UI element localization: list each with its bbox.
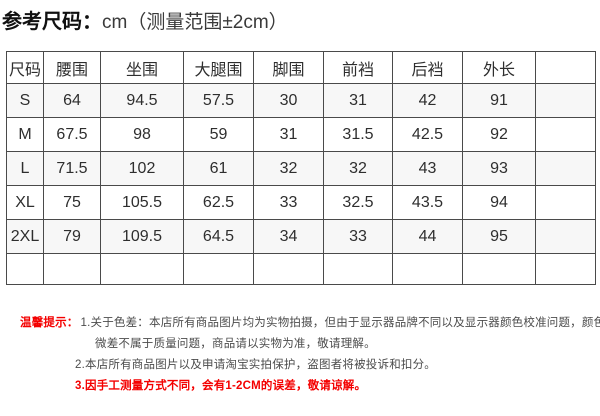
size-cell: 2XL xyxy=(6,219,44,254)
size-cell: XL xyxy=(6,185,44,220)
empty-cell xyxy=(43,253,101,285)
header-leg-opening: 脚围 xyxy=(253,51,324,84)
value-cell: 32.5 xyxy=(323,185,393,220)
table-row-s: S 64 94.5 57.5 30 31 42 91 xyxy=(6,83,596,118)
value-cell: 42 xyxy=(392,83,463,118)
note-line-4: 3.因手工测量方式不同，会有1-2CM的误差，敬请谅解。 xyxy=(75,380,367,392)
table-row-2xl: 2XL 79 109.5 64.5 34 33 44 95 xyxy=(6,219,596,254)
value-cell: 75 xyxy=(43,185,101,220)
empty-cell xyxy=(100,253,184,285)
value-cell: 79 xyxy=(43,219,101,254)
value-cell: 44 xyxy=(392,219,463,254)
empty-cell xyxy=(535,253,596,285)
value-cell: 94.5 xyxy=(100,83,184,118)
value-cell: 43 xyxy=(392,151,463,186)
header-outer-length: 外长 xyxy=(462,51,536,84)
empty-cell xyxy=(535,151,596,186)
header-back-rise: 后裆 xyxy=(392,51,463,84)
value-cell: 31 xyxy=(323,83,393,118)
size-table: 尺码 腰围 坐围 大腿围 脚围 前裆 后裆 外长 S 64 94.5 57.5 … xyxy=(6,51,596,285)
empty-cell xyxy=(6,253,44,285)
value-cell: 109.5 xyxy=(100,219,184,254)
empty-cell xyxy=(535,83,596,118)
value-cell: 33 xyxy=(323,219,393,254)
value-cell: 98 xyxy=(100,117,184,152)
value-cell: 95 xyxy=(462,219,536,254)
header-empty xyxy=(535,51,596,84)
table-row-m: M 67.5 98 59 31 31.5 42.5 92 xyxy=(6,117,596,152)
empty-cell xyxy=(253,253,324,285)
value-cell: 91 xyxy=(462,83,536,118)
value-cell: 59 xyxy=(183,117,254,152)
value-cell: 34 xyxy=(253,219,324,254)
header-size: 尺码 xyxy=(6,51,44,84)
value-cell: 43.5 xyxy=(392,185,463,220)
value-cell: 30 xyxy=(253,83,324,118)
value-cell: 33 xyxy=(253,185,324,220)
value-cell: 32 xyxy=(253,151,324,186)
value-cell: 71.5 xyxy=(43,151,101,186)
size-cell: M xyxy=(6,117,44,152)
value-cell: 42.5 xyxy=(392,117,463,152)
empty-cell xyxy=(535,219,596,254)
page-title-unit-note: cm（测量范围±2cm） xyxy=(102,12,288,33)
value-cell: 64.5 xyxy=(183,219,254,254)
value-cell: 105.5 xyxy=(100,185,184,220)
note-line-1: 温馨提示： 1.关于色差：本店所有商品图片均为实物拍摄，但由于显示器品牌不同以及显… xyxy=(20,313,600,334)
header-row: 尺码 腰围 坐围 大腿围 脚围 前裆 后裆 外长 xyxy=(6,51,596,84)
note-text-1: 1.关于色差：本店所有商品图片均为实物拍摄，但由于显示器品牌不同以及显示器颜色校… xyxy=(80,317,600,329)
empty-cell xyxy=(392,253,463,285)
value-cell: 31.5 xyxy=(323,117,393,152)
value-cell: 64 xyxy=(43,83,101,118)
value-cell: 92 xyxy=(462,117,536,152)
header-front-rise: 前裆 xyxy=(323,51,393,84)
value-cell: 31 xyxy=(253,117,324,152)
table-row-l: L 71.5 102 61 32 32 43 93 xyxy=(6,151,596,186)
notes-label: 温馨提示： xyxy=(20,317,79,329)
value-cell: 67.5 xyxy=(43,117,101,152)
page-title: 参考尺码：cm（测量范围±2cm） xyxy=(2,8,288,37)
value-cell: 94 xyxy=(462,185,536,220)
value-cell: 93 xyxy=(462,151,536,186)
header-thigh: 大腿围 xyxy=(183,51,254,84)
empty-cell xyxy=(183,253,254,285)
note-line-2: 微差不属于质量问题，商品请以实物为准，敬请理解。 xyxy=(95,338,376,350)
header-hip: 坐围 xyxy=(100,51,184,84)
size-cell: L xyxy=(6,151,44,186)
size-cell: S xyxy=(6,83,44,118)
header-waist: 腰围 xyxy=(43,51,101,84)
page-title-label: 参考尺码： xyxy=(2,11,102,33)
value-cell: 32 xyxy=(323,151,393,186)
notes-section: 温馨提示： 1.关于色差：本店所有商品图片均为实物拍摄，但由于显示器品牌不同以及显… xyxy=(20,313,600,397)
table-row-empty xyxy=(6,253,596,285)
value-cell: 57.5 xyxy=(183,83,254,118)
note-line-3: 2.本店所有商品图片以及申请淘宝实拍保护，盗图者将被投诉和扣分。 xyxy=(75,359,436,371)
value-cell: 102 xyxy=(100,151,184,186)
value-cell: 61 xyxy=(183,151,254,186)
empty-cell xyxy=(535,117,596,152)
empty-cell xyxy=(462,253,536,285)
table-row-xl: XL 75 105.5 62.5 33 32.5 43.5 94 xyxy=(6,185,596,220)
empty-cell xyxy=(535,185,596,220)
value-cell: 62.5 xyxy=(183,185,254,220)
empty-cell xyxy=(323,253,393,285)
